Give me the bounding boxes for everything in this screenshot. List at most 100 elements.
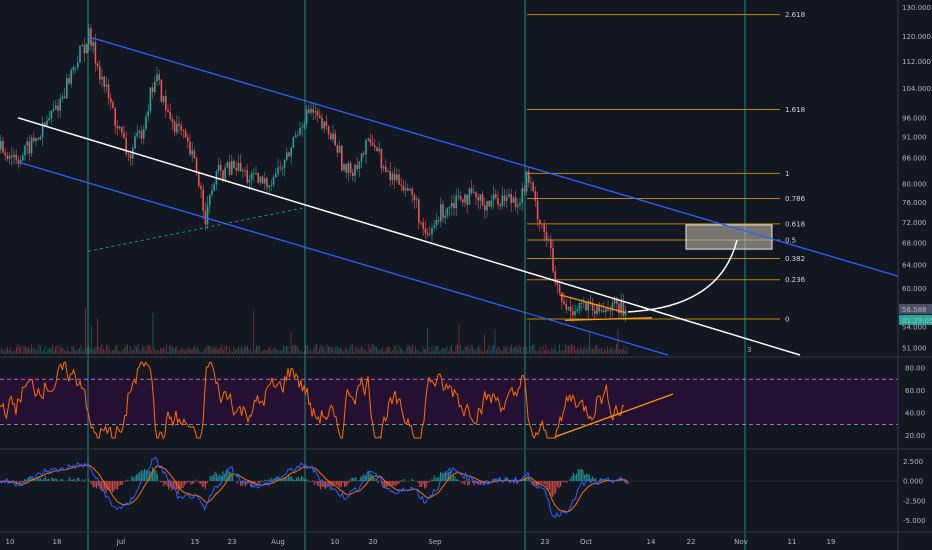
volume-bar (574, 345, 575, 354)
macd-histogram-bar (84, 479, 86, 482)
volume-bar (25, 347, 26, 354)
volume-bar (539, 347, 541, 354)
volume-bar (331, 347, 332, 354)
volume-bar (175, 347, 176, 354)
macd-histogram-bar (24, 479, 26, 482)
volume-bar (115, 346, 116, 354)
macd-tick-label: 2.500 (903, 458, 923, 466)
candle-body (624, 310, 627, 316)
candle-body (374, 145, 376, 148)
candle-body (431, 227, 433, 235)
volume-bar (608, 349, 610, 354)
x-tick-label: 18 (53, 538, 62, 546)
candle-body (268, 185, 270, 188)
candle-body (48, 118, 50, 121)
volume-bar (410, 347, 412, 354)
volume-bar (41, 351, 43, 354)
volume-bar (151, 350, 152, 354)
macd-histogram-bar (212, 474, 214, 482)
volume-bar (71, 346, 73, 354)
volume-bar (626, 346, 628, 354)
volume-bar (610, 348, 611, 354)
candle-body (451, 203, 453, 207)
volume-bar (545, 344, 547, 354)
x-tick-label: Aug (271, 538, 285, 546)
volume-bar (376, 346, 377, 354)
rsi-tick-label: 60.00 (905, 387, 925, 395)
candle-body (448, 206, 451, 209)
candle-body (136, 133, 138, 137)
volume-bar (220, 347, 221, 354)
volume-bar (89, 346, 91, 354)
volume-bar (505, 347, 506, 354)
candle-body (35, 138, 37, 142)
volume-bar (107, 345, 109, 354)
macd-histogram-bar (401, 481, 403, 482)
candle-body (213, 184, 215, 191)
macd-histogram-bar (19, 481, 21, 484)
macd-histogram-bar (193, 481, 195, 483)
volume-bar (445, 348, 446, 354)
volume-bar (248, 349, 250, 354)
candle-body (479, 194, 482, 201)
macd-histogram-bar (321, 481, 323, 487)
macd-histogram-bar (144, 469, 146, 482)
candle-body (63, 96, 66, 99)
candle-body (402, 186, 405, 191)
volume-bar (313, 349, 314, 354)
macd-histogram-bar (424, 481, 426, 489)
volume-bar (140, 351, 142, 354)
volume-bar (1, 348, 2, 354)
macd-histogram-bar (593, 478, 595, 482)
macd-histogram-bar (355, 477, 357, 482)
macd-histogram-bar (574, 474, 576, 482)
macd-histogram-bar (552, 481, 554, 497)
macd-histogram-bar (216, 473, 218, 482)
volume-bar (301, 350, 302, 354)
volume-bar (5, 348, 7, 354)
macd-histogram-bar (457, 479, 459, 482)
volume-bar (319, 347, 320, 354)
candle-body (116, 125, 119, 129)
macd-histogram-bar (564, 481, 566, 483)
fib-level-label: 0 (785, 316, 789, 324)
volume-bar (166, 344, 167, 354)
volume-bar (251, 351, 253, 354)
candle-body (360, 153, 363, 162)
x-tick-label: 20 (369, 538, 378, 546)
volume-bar (517, 348, 518, 354)
macd-histogram-bar (198, 481, 200, 484)
macd-histogram-bar (307, 481, 309, 483)
macd-histogram-bar (494, 478, 496, 482)
volume-bar (2, 350, 4, 354)
macd-histogram-bar (300, 475, 302, 482)
candle-body (226, 162, 229, 168)
candle-body (363, 153, 365, 155)
volume-bar (430, 351, 431, 354)
volume-bar (437, 346, 439, 354)
candle-body (235, 167, 237, 171)
volume-bar (337, 346, 338, 354)
volume-bar (521, 351, 523, 354)
macd-histogram-bar (452, 473, 454, 482)
macd-histogram-bar (108, 481, 110, 490)
candle-body (149, 87, 152, 112)
volume-bar (310, 348, 311, 354)
macd-histogram-bar (200, 481, 202, 485)
volume-bar (190, 349, 191, 354)
candle-body (171, 118, 174, 122)
volume-bar (385, 350, 386, 354)
macd-histogram-bar (345, 481, 347, 487)
macd-histogram-bar (46, 479, 48, 482)
macd-histogram-bar (96, 481, 98, 489)
volume-bar (28, 348, 29, 354)
macd-histogram-bar (393, 481, 395, 486)
macd-histogram-bar (259, 481, 261, 484)
volume-bar (227, 351, 229, 354)
volume-bar (406, 348, 407, 354)
macd-histogram-bar (550, 481, 552, 496)
macd-histogram-bar (361, 475, 363, 482)
macd-histogram-bar (187, 481, 189, 483)
